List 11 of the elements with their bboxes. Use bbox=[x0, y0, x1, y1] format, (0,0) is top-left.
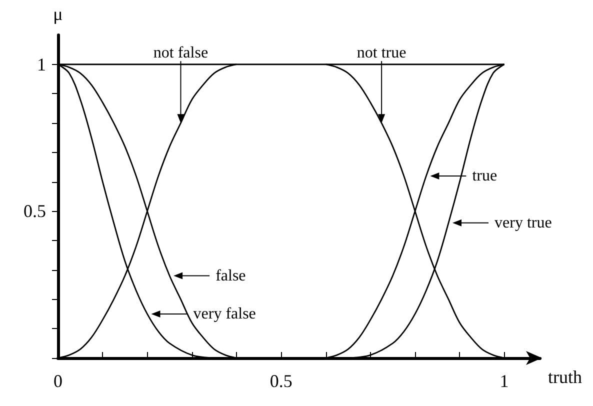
x-tick-label: 0 bbox=[54, 371, 62, 391]
x-axis-title: truth bbox=[548, 367, 582, 387]
annotation: not false bbox=[153, 44, 208, 62]
annotation: false bbox=[216, 267, 246, 284]
annotation: very false bbox=[193, 305, 256, 322]
y-axis-title: μ bbox=[53, 4, 63, 24]
annotation: true bbox=[472, 167, 498, 184]
annotation: very true bbox=[494, 214, 552, 232]
x-tick-label: 1 bbox=[500, 371, 509, 391]
x-tick-label: 0.5 bbox=[270, 371, 292, 391]
annotation: not true bbox=[356, 44, 406, 62]
